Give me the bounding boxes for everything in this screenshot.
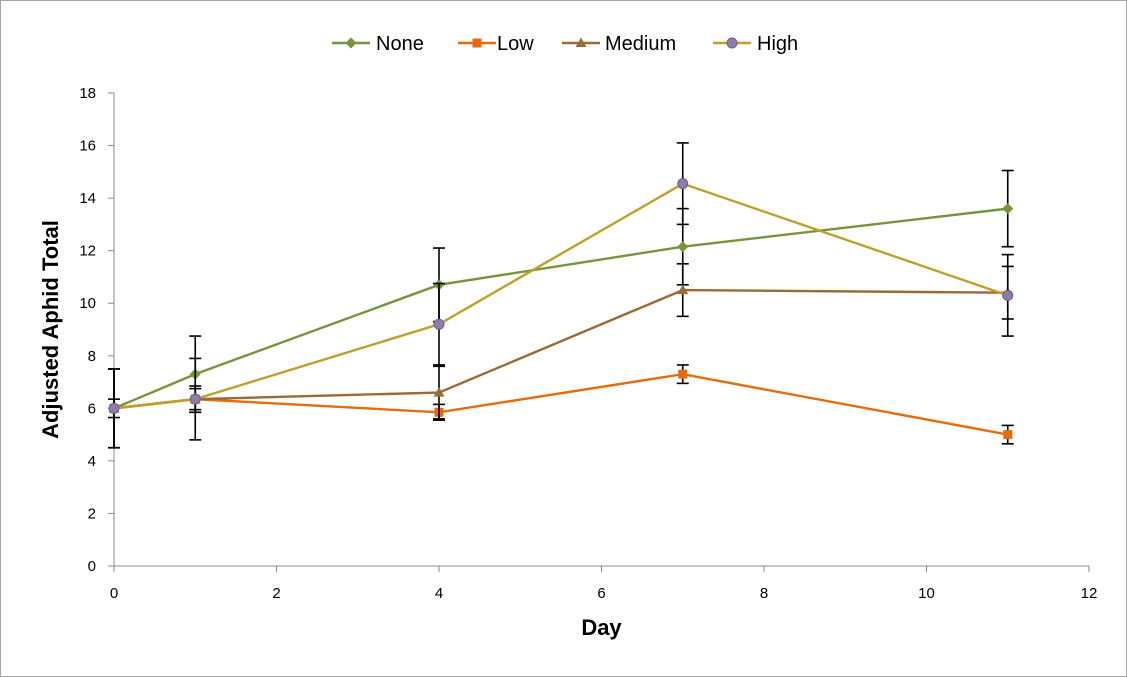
legend-swatch-marker [726, 37, 738, 49]
series-line [113, 182, 1009, 410]
error-bars [108, 364, 1014, 445]
series-high [108, 142, 1014, 449]
legend-label: Medium [605, 33, 676, 55]
y-tick-label: 18 [79, 85, 96, 102]
data-point [677, 284, 689, 295]
data-point [677, 178, 689, 190]
data-point [433, 387, 445, 397]
data-point [678, 369, 688, 379]
legend-swatch-marker [575, 37, 587, 47]
y-tick-label: 4 [88, 453, 96, 470]
x-tick-label: 0 [110, 585, 118, 602]
legend-item-medium: Medium [562, 33, 676, 55]
series-layer [108, 142, 1014, 449]
legend-label: High [757, 33, 798, 55]
legend: None Low Medium High [332, 33, 798, 55]
series-line [113, 288, 1008, 410]
y-axis-title: Adjusted Aphid Total [38, 220, 63, 439]
data-point [1002, 203, 1014, 215]
y-tick-label: 0 [88, 558, 96, 575]
x-axis-ticks: 0 2 4 6 8 10 12 [110, 566, 1098, 602]
legend-swatch-marker [345, 37, 357, 49]
data-point [433, 318, 445, 330]
data-point [677, 241, 689, 253]
legend-label: Low [497, 33, 534, 55]
y-tick-label: 16 [79, 138, 96, 155]
x-tick-label: 12 [1081, 585, 1098, 602]
data-point [189, 393, 201, 405]
legend-label: None [376, 33, 424, 55]
y-tick-label: 2 [88, 505, 96, 522]
data-point [108, 402, 120, 414]
y-axis-ticks: 0 2 4 6 8 10 12 14 16 18 [79, 85, 114, 575]
x-tick-label: 4 [435, 585, 443, 602]
y-tick-label: 14 [79, 190, 96, 207]
error-bars [108, 169, 1014, 449]
legend-item-none: None [332, 33, 424, 55]
legend-swatch-marker [472, 38, 482, 48]
axes [113, 93, 1089, 567]
x-tick-label: 10 [918, 585, 935, 602]
x-axis-title: Day [581, 615, 622, 640]
series-none [108, 169, 1014, 449]
legend-item-high: High [713, 33, 798, 55]
x-tick-label: 8 [760, 585, 768, 602]
series-low [108, 364, 1014, 445]
x-tick-label: 6 [597, 585, 605, 602]
y-tick-label: 10 [79, 295, 96, 312]
y-tick-label: 12 [79, 243, 96, 260]
x-tick-label: 2 [272, 585, 280, 602]
y-tick-label: 8 [88, 348, 96, 365]
y-tick-label: 6 [88, 400, 96, 417]
data-point [1003, 430, 1013, 440]
legend-item-low: Low [458, 33, 534, 55]
series-line [113, 207, 1008, 410]
data-point [1002, 289, 1014, 301]
